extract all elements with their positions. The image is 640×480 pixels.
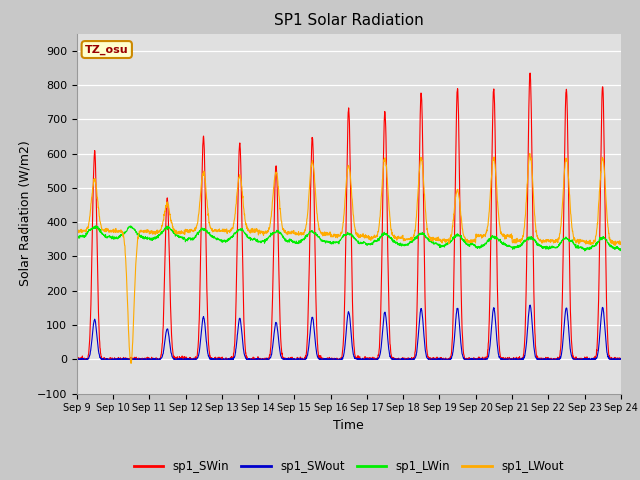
X-axis label: Time: Time [333, 419, 364, 432]
sp1_SWin [569, 355, 577, 361]
sp1_LWin [92, 223, 100, 228]
sp1_LWout [584, 238, 592, 244]
sp1_SWout [376, 350, 384, 356]
sp1_LWout [507, 233, 515, 239]
Text: TZ_osu: TZ_osu [85, 44, 129, 55]
sp1_LWin [507, 244, 515, 250]
sp1_SWout [584, 356, 592, 362]
sp1_LWout [127, 360, 135, 366]
sp1_LWin [73, 234, 81, 240]
sp1_LWout [225, 228, 232, 233]
Y-axis label: Solar Radiation (W/m2): Solar Radiation (W/m2) [18, 141, 31, 287]
sp1_LWin [581, 248, 589, 254]
sp1_SWin [584, 357, 592, 362]
Title: SP1 Solar Radiation: SP1 Solar Radiation [274, 13, 424, 28]
sp1_LWout [376, 208, 384, 214]
sp1_SWout [365, 356, 372, 362]
sp1_LWin [584, 245, 592, 251]
Line: sp1_LWout: sp1_LWout [77, 154, 621, 363]
sp1_SWin [73, 357, 81, 362]
sp1_LWin [617, 248, 625, 253]
sp1_SWout [73, 357, 81, 362]
Legend: sp1_SWin, sp1_SWout, sp1_LWin, sp1_LWout: sp1_SWin, sp1_SWout, sp1_LWin, sp1_LWout [129, 455, 568, 478]
sp1_LWin [376, 234, 384, 240]
sp1_SWin [365, 355, 372, 361]
sp1_LWout [617, 241, 625, 247]
sp1_SWout [225, 356, 232, 361]
sp1_SWout [507, 356, 515, 362]
sp1_LWin [569, 240, 577, 245]
sp1_LWout [526, 151, 534, 156]
Line: sp1_SWin: sp1_SWin [77, 73, 621, 360]
sp1_SWout [73, 356, 81, 362]
sp1_LWout [365, 234, 372, 240]
sp1_LWout [73, 228, 81, 234]
Line: sp1_SWout: sp1_SWout [77, 305, 621, 360]
sp1_LWout [570, 231, 577, 237]
sp1_SWin [526, 70, 534, 76]
sp1_LWin [365, 240, 372, 246]
sp1_SWout [526, 302, 534, 308]
sp1_SWin [225, 357, 232, 362]
sp1_SWout [570, 356, 577, 362]
Line: sp1_LWin: sp1_LWin [77, 226, 621, 251]
sp1_SWin [507, 357, 515, 362]
sp1_SWin [376, 326, 384, 332]
sp1_LWin [225, 238, 232, 243]
sp1_SWout [617, 356, 625, 361]
sp1_SWin [617, 356, 625, 361]
